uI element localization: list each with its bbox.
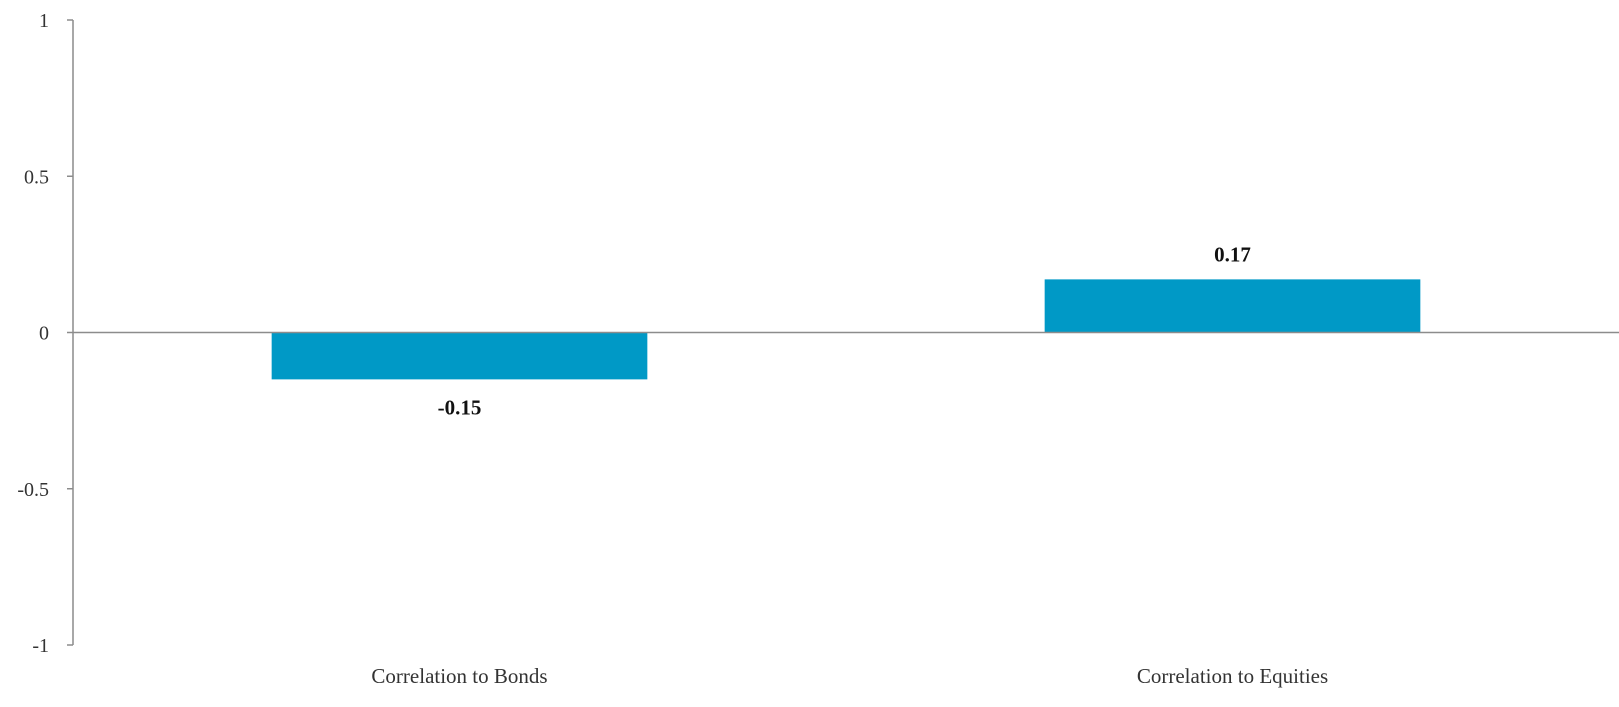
y-tick-label: -0.5 [17, 479, 49, 501]
data-label-1: -0.15 [438, 395, 482, 419]
data-label-2: 0.17 [1214, 242, 1251, 266]
y-tick-label: 0.5 [24, 166, 49, 188]
y-axis: 1 0.5 0 -0.5 -1 [17, 10, 74, 657]
x-category-label-1: Correlation to Bonds [371, 664, 547, 688]
bars [271, 279, 1421, 380]
y-tick-label: 1 [39, 10, 49, 32]
bar-1 [271, 332, 648, 380]
x-category-label-2: Correlation to Equities [1137, 664, 1328, 688]
y-tick-label: 0 [39, 323, 49, 345]
x-axis-labels: Correlation to Bonds Correlation to Equit… [371, 664, 1328, 688]
y-tick-label: -1 [32, 635, 49, 657]
bar-2 [1044, 279, 1421, 333]
data-labels: -0.15 0.17 [438, 242, 1251, 419]
